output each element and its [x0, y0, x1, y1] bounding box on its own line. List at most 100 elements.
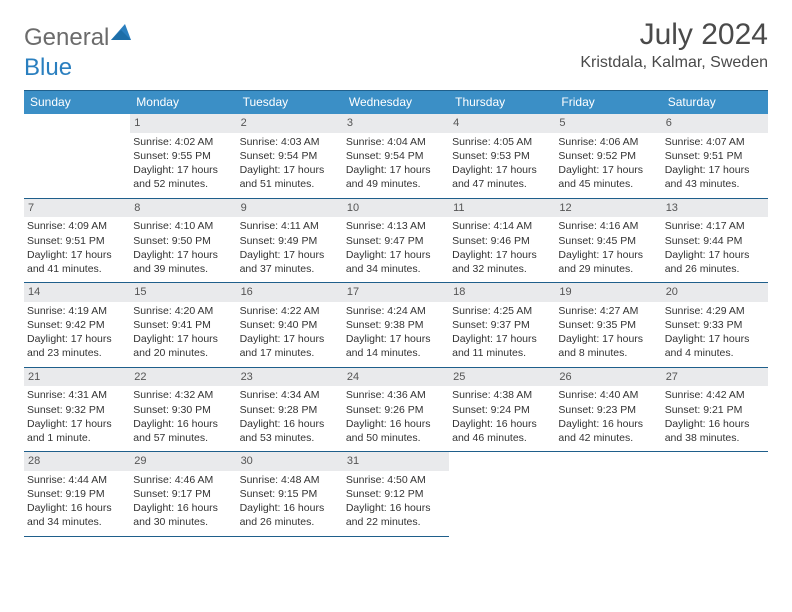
- calendar-cell: 26Sunrise: 4:40 AMSunset: 9:23 PMDayligh…: [555, 367, 661, 452]
- day-content: Sunrise: 4:06 AMSunset: 9:52 PMDaylight:…: [555, 133, 661, 198]
- day-content: Sunrise: 4:32 AMSunset: 9:30 PMDaylight:…: [130, 386, 236, 451]
- day-content: Sunrise: 4:29 AMSunset: 9:33 PMDaylight:…: [662, 302, 768, 367]
- daylight-line1: Daylight: 16 hours: [133, 417, 233, 431]
- day-number: 19: [555, 283, 661, 302]
- calendar-document: General July 2024 Kristdala, Kalmar, Swe…: [0, 0, 792, 547]
- daylight-line2: and 38 minutes.: [665, 431, 765, 445]
- sunset-text: Sunset: 9:17 PM: [133, 487, 233, 501]
- sunset-text: Sunset: 9:32 PM: [27, 403, 127, 417]
- day-content: Sunrise: 4:36 AMSunset: 9:26 PMDaylight:…: [343, 386, 449, 451]
- sunrise-text: Sunrise: 4:13 AM: [346, 219, 446, 233]
- daylight-line1: Daylight: 17 hours: [452, 163, 552, 177]
- calendar-cell: 29Sunrise: 4:46 AMSunset: 9:17 PMDayligh…: [130, 452, 236, 537]
- daylight-line1: Daylight: 16 hours: [558, 417, 658, 431]
- daylight-line2: and 45 minutes.: [558, 177, 658, 191]
- day-number: 5: [555, 114, 661, 133]
- daylight-line2: and 42 minutes.: [558, 431, 658, 445]
- sunset-text: Sunset: 9:12 PM: [346, 487, 446, 501]
- day-number: 31: [343, 452, 449, 471]
- day-number: 14: [24, 283, 130, 302]
- sunrise-text: Sunrise: 4:46 AM: [133, 473, 233, 487]
- sunset-text: Sunset: 9:49 PM: [240, 234, 340, 248]
- sunset-text: Sunset: 9:33 PM: [665, 318, 765, 332]
- sunrise-text: Sunrise: 4:03 AM: [240, 135, 340, 149]
- daylight-line2: and 37 minutes.: [240, 262, 340, 276]
- day-number: 9: [237, 199, 343, 218]
- day-content: Sunrise: 4:03 AMSunset: 9:54 PMDaylight:…: [237, 133, 343, 198]
- calendar-cell: 21Sunrise: 4:31 AMSunset: 9:32 PMDayligh…: [24, 367, 130, 452]
- day-content: Sunrise: 4:17 AMSunset: 9:44 PMDaylight:…: [662, 217, 768, 282]
- sunset-text: Sunset: 9:46 PM: [452, 234, 552, 248]
- calendar-cell: [662, 452, 768, 537]
- daylight-line2: and 43 minutes.: [665, 177, 765, 191]
- day-number: 23: [237, 368, 343, 387]
- day-number: 30: [237, 452, 343, 471]
- day-content: Sunrise: 4:27 AMSunset: 9:35 PMDaylight:…: [555, 302, 661, 367]
- day-content: Sunrise: 4:42 AMSunset: 9:21 PMDaylight:…: [662, 386, 768, 451]
- calendar-cell: 7Sunrise: 4:09 AMSunset: 9:51 PMDaylight…: [24, 198, 130, 283]
- daylight-line1: Daylight: 17 hours: [240, 332, 340, 346]
- day-number: 11: [449, 199, 555, 218]
- day-content: Sunrise: 4:10 AMSunset: 9:50 PMDaylight:…: [130, 217, 236, 282]
- daylight-line2: and 57 minutes.: [133, 431, 233, 445]
- day-content: Sunrise: 4:11 AMSunset: 9:49 PMDaylight:…: [237, 217, 343, 282]
- daylight-line1: Daylight: 17 hours: [133, 332, 233, 346]
- day-number: 22: [130, 368, 236, 387]
- calendar-cell: 17Sunrise: 4:24 AMSunset: 9:38 PMDayligh…: [343, 283, 449, 368]
- month-title: July 2024: [580, 18, 768, 52]
- day-number: 7: [24, 199, 130, 218]
- calendar-cell: 27Sunrise: 4:42 AMSunset: 9:21 PMDayligh…: [662, 367, 768, 452]
- calendar-cell: 19Sunrise: 4:27 AMSunset: 9:35 PMDayligh…: [555, 283, 661, 368]
- day-content: Sunrise: 4:50 AMSunset: 9:12 PMDaylight:…: [343, 471, 449, 536]
- sunrise-text: Sunrise: 4:16 AM: [558, 219, 658, 233]
- day-content: Sunrise: 4:16 AMSunset: 9:45 PMDaylight:…: [555, 217, 661, 282]
- daylight-line2: and 30 minutes.: [133, 515, 233, 529]
- daylight-line2: and 51 minutes.: [240, 177, 340, 191]
- day-content: Sunrise: 4:07 AMSunset: 9:51 PMDaylight:…: [662, 133, 768, 198]
- day-header: Saturday: [662, 91, 768, 115]
- daylight-line1: Daylight: 17 hours: [27, 417, 127, 431]
- sunrise-text: Sunrise: 4:06 AM: [558, 135, 658, 149]
- daylight-line1: Daylight: 17 hours: [133, 163, 233, 177]
- calendar-week: 7Sunrise: 4:09 AMSunset: 9:51 PMDaylight…: [24, 198, 768, 283]
- sunrise-text: Sunrise: 4:48 AM: [240, 473, 340, 487]
- sunrise-text: Sunrise: 4:50 AM: [346, 473, 446, 487]
- day-content: Sunrise: 4:46 AMSunset: 9:17 PMDaylight:…: [130, 471, 236, 536]
- day-number: 1: [130, 114, 236, 133]
- day-header: Thursday: [449, 91, 555, 115]
- daylight-line1: Daylight: 17 hours: [346, 248, 446, 262]
- sunrise-text: Sunrise: 4:42 AM: [665, 388, 765, 402]
- daylight-line1: Daylight: 17 hours: [240, 248, 340, 262]
- sunrise-text: Sunrise: 4:19 AM: [27, 304, 127, 318]
- calendar-cell: 31Sunrise: 4:50 AMSunset: 9:12 PMDayligh…: [343, 452, 449, 537]
- sunset-text: Sunset: 9:50 PM: [133, 234, 233, 248]
- day-number: 8: [130, 199, 236, 218]
- sunrise-text: Sunrise: 4:14 AM: [452, 219, 552, 233]
- sunset-text: Sunset: 9:53 PM: [452, 149, 552, 163]
- sunrise-text: Sunrise: 4:20 AM: [133, 304, 233, 318]
- daylight-line2: and 53 minutes.: [240, 431, 340, 445]
- daylight-line2: and 32 minutes.: [452, 262, 552, 276]
- calendar-cell: [449, 452, 555, 537]
- day-header: Wednesday: [343, 91, 449, 115]
- calendar-cell: 11Sunrise: 4:14 AMSunset: 9:46 PMDayligh…: [449, 198, 555, 283]
- sunset-text: Sunset: 9:45 PM: [558, 234, 658, 248]
- day-content: Sunrise: 4:19 AMSunset: 9:42 PMDaylight:…: [24, 302, 130, 367]
- calendar-cell: 13Sunrise: 4:17 AMSunset: 9:44 PMDayligh…: [662, 198, 768, 283]
- sunrise-text: Sunrise: 4:40 AM: [558, 388, 658, 402]
- daylight-line1: Daylight: 16 hours: [346, 417, 446, 431]
- daylight-line2: and 39 minutes.: [133, 262, 233, 276]
- sunset-text: Sunset: 9:55 PM: [133, 149, 233, 163]
- calendar-cell: 28Sunrise: 4:44 AMSunset: 9:19 PMDayligh…: [24, 452, 130, 537]
- day-content: Sunrise: 4:02 AMSunset: 9:55 PMDaylight:…: [130, 133, 236, 198]
- calendar-cell: 5Sunrise: 4:06 AMSunset: 9:52 PMDaylight…: [555, 114, 661, 198]
- calendar-cell: 18Sunrise: 4:25 AMSunset: 9:37 PMDayligh…: [449, 283, 555, 368]
- daylight-line1: Daylight: 17 hours: [665, 332, 765, 346]
- daylight-line1: Daylight: 16 hours: [133, 501, 233, 515]
- sunrise-text: Sunrise: 4:24 AM: [346, 304, 446, 318]
- daylight-line1: Daylight: 17 hours: [133, 248, 233, 262]
- title-block: July 2024 Kristdala, Kalmar, Sweden: [580, 18, 768, 72]
- daylight-line1: Daylight: 17 hours: [558, 163, 658, 177]
- day-content: Sunrise: 4:44 AMSunset: 9:19 PMDaylight:…: [24, 471, 130, 536]
- day-content: Sunrise: 4:24 AMSunset: 9:38 PMDaylight:…: [343, 302, 449, 367]
